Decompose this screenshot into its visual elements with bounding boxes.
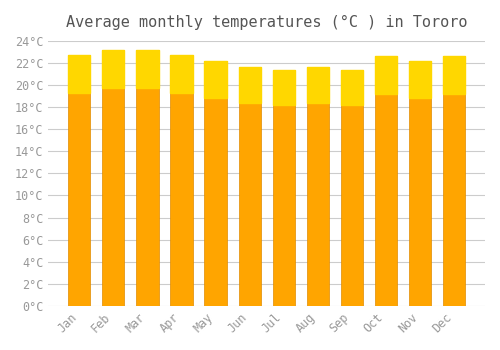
Bar bbox=[306, 68, 329, 306]
Bar bbox=[68, 55, 90, 306]
Bar bbox=[341, 70, 363, 306]
Bar bbox=[443, 56, 465, 94]
Bar bbox=[375, 56, 397, 306]
Bar bbox=[102, 50, 124, 88]
Bar bbox=[170, 55, 192, 306]
Bar bbox=[375, 56, 397, 94]
Bar bbox=[272, 70, 295, 306]
Bar bbox=[238, 68, 260, 306]
Bar bbox=[409, 61, 431, 306]
Bar bbox=[272, 70, 295, 105]
Bar bbox=[136, 50, 158, 88]
Bar bbox=[238, 68, 260, 103]
Title: Average monthly temperatures (°C ) in Tororo: Average monthly temperatures (°C ) in To… bbox=[66, 15, 468, 30]
Bar bbox=[102, 50, 124, 306]
Bar bbox=[136, 50, 158, 306]
Bar bbox=[306, 68, 329, 103]
Bar bbox=[170, 55, 192, 93]
Bar bbox=[204, 61, 227, 306]
Bar bbox=[341, 70, 363, 105]
Bar bbox=[409, 61, 431, 98]
Bar bbox=[204, 61, 227, 98]
Bar bbox=[68, 55, 90, 93]
Bar bbox=[443, 56, 465, 306]
